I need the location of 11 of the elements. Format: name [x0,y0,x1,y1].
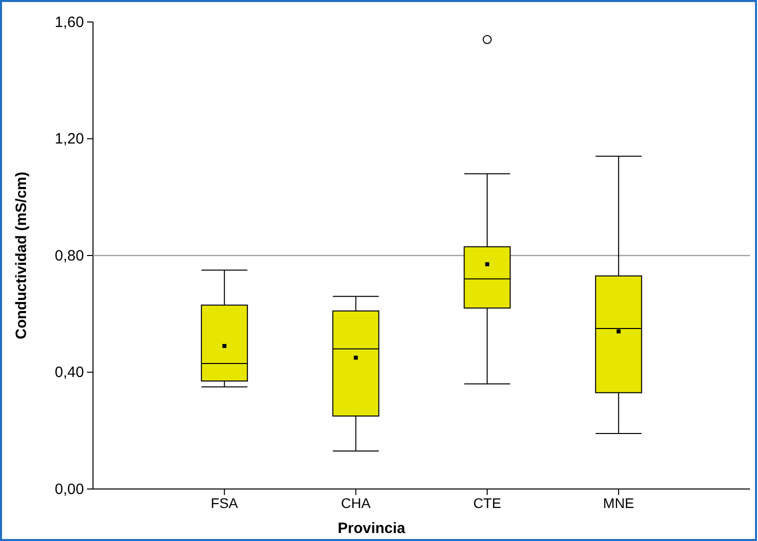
x-tick-label: FSA [210,494,239,511]
y-tick-label: 0,40 [54,364,84,382]
x-tick-label: CHA [341,494,372,511]
x-tick-label: CTE [473,494,502,511]
y-axis-title: Conductividad (mS/cm) [13,172,30,340]
x-tick-label: MNE [603,494,634,511]
y-tick-label: 1,60 [54,14,84,31]
y-tick-label: 0,80 [54,247,84,264]
x-axis-title: Provincia [338,520,406,537]
y-tick-label: 0,00 [54,480,84,498]
y-tick-label: 1,20 [54,130,84,148]
